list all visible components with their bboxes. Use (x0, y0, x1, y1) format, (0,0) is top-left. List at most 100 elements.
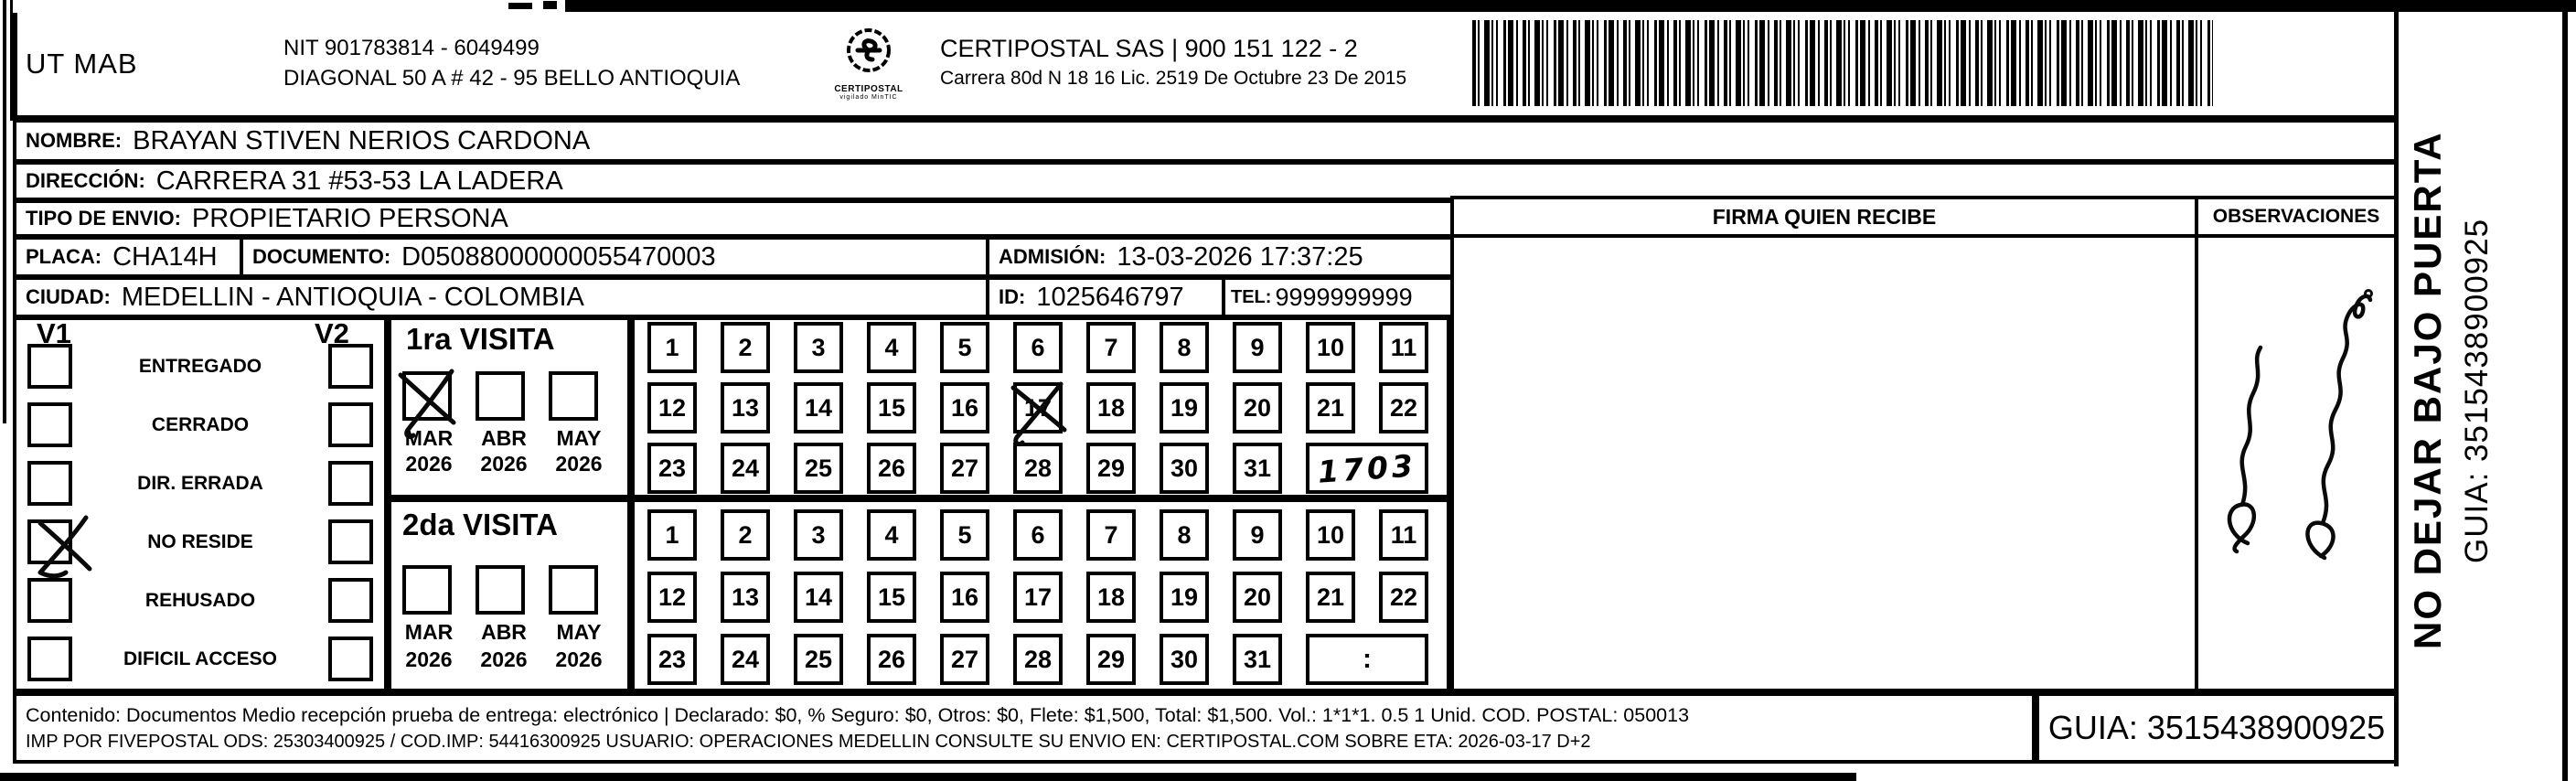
cal2-row2: 12 13 14 15 16 17 18 19 20 21 22 (647, 572, 1428, 623)
day-cell: 16 (940, 572, 989, 623)
month-name: MAY (556, 426, 602, 450)
v1-checkbox (27, 461, 72, 506)
day-cell: 5 (940, 509, 989, 561)
day-cell: 25 (794, 443, 843, 494)
status-row: CERRADO (27, 402, 373, 447)
day-cell: 10 (1306, 509, 1355, 561)
carrier-logo: CERTIPOSTAL vigilado MinTIC (834, 26, 903, 101)
observaciones-area (2195, 234, 2398, 692)
documento-value: D05088000000055470003 (401, 241, 716, 272)
day-cell: 27 (940, 634, 989, 685)
day-cell: 31 (1233, 443, 1282, 494)
cal1-time-box: 1703 (1306, 443, 1428, 494)
month-checkbox (402, 371, 452, 421)
v1-month-years: 2026 2026 2026 (391, 452, 616, 476)
day-cell: 20 (1233, 382, 1282, 433)
v2-checkbox (328, 519, 373, 564)
day-cell: 12 (647, 382, 697, 433)
day-cell: 3 (794, 509, 843, 561)
visita1-title: 1ra VISITA (406, 322, 555, 356)
sender-block: NIT 901783814 - 6049499 DIAGONAL 50 A # … (283, 33, 740, 93)
v1-checkbox (27, 344, 72, 389)
v2-checkbox (328, 402, 373, 447)
observaciones-header: OBSERVACIONES (2212, 206, 2380, 227)
carrier-address-line: Carrera 80d N 18 16 Lic. 2519 De Octubre… (940, 68, 1407, 89)
day-cell: 20 (1233, 572, 1282, 623)
v1-checkbox (27, 519, 72, 564)
visita2-title: 2da VISITA (402, 508, 558, 541)
day-cell: 28 (1013, 443, 1063, 494)
firma-header-cell: FIRMA QUIEN RECIBE (1450, 196, 2198, 238)
placa-cell: PLACA: CHA14H (13, 236, 243, 278)
day-cell: 21 (1306, 572, 1355, 623)
footer-line-1: Contenido: Documentos Medio recepción pr… (26, 703, 1690, 726)
status-row: ENTREGADO (27, 344, 373, 389)
cal2-row3: 23 24 25 26 27 28 29 30 31 (647, 634, 1282, 685)
day-cell: 7 (1086, 322, 1136, 373)
cal2-box (631, 498, 1450, 692)
month-name: MAY (556, 620, 602, 644)
id-cell: ID: 1025646797 (986, 276, 1225, 318)
day-cell: 18 (1086, 572, 1136, 623)
day-cell: 21 (1306, 382, 1355, 433)
strip-guia: GUIA: 3515438900925 (2459, 218, 2495, 563)
day-cell: 24 (721, 443, 770, 494)
cal1-row1: 1 2 3 4 5 6 7 8 9 10 11 (647, 322, 1428, 373)
day-cell: 12 (647, 572, 697, 623)
cal1-row2: 12 13 14 15 16 17 18 19 20 21 22 (647, 382, 1428, 433)
day-cell: 2 (721, 322, 770, 373)
nombre-label: NOMBRE: (26, 129, 123, 152)
tipo-row: TIPO DE ENVIO: PROPIETARIO PERSONA (13, 199, 1454, 238)
handwritten-time: 1703 (1316, 446, 1418, 490)
visita1-box (388, 316, 631, 498)
ciudad-value: MEDELLIN - ANTIOQUIA - COLOMBIA (121, 282, 584, 312)
admision-label: ADMISIÓN: (999, 245, 1106, 268)
day-cell: 23 (647, 443, 697, 494)
day-cell: 24 (721, 634, 770, 685)
status-label: NO RESIDE (147, 530, 253, 552)
day-cell: 17 (1013, 572, 1063, 623)
cal2-time-box: : (1306, 634, 1428, 685)
strip-warning: NO DEJAR BAJO PUERTA (2406, 131, 2449, 650)
day-cell: 1 (647, 322, 697, 373)
tel-cell: TEL: 9999999999 (1222, 276, 1454, 318)
day-cell: 14 (794, 572, 843, 623)
month-checkbox (549, 371, 598, 421)
cal2-row1: 1 2 3 4 5 6 7 8 9 10 11 (647, 509, 1428, 561)
nombre-row: NOMBRE: BRAYAN STIVEN NERIOS CARDONA (13, 119, 2398, 163)
status-label: ENTREGADO (138, 355, 262, 377)
status-row: REHUSADO (27, 578, 373, 623)
sender-address: DIAGONAL 50 A # 42 - 95 BELLO ANTIOQUIA (283, 66, 741, 91)
v1-checkbox (27, 637, 72, 681)
day-cell: 11 (1379, 509, 1428, 561)
cal1-row3: 23 24 25 26 27 28 29 30 31 (647, 443, 1282, 494)
day-cell: 26 (867, 443, 916, 494)
status-label: REHUSADO (144, 589, 256, 611)
day-cell: 15 (867, 572, 916, 623)
day-cell: 6 (1013, 322, 1063, 373)
top-scan-bar (565, 0, 2576, 12)
left-scan-line-1 (3, 0, 6, 423)
day-cell: 4 (867, 322, 916, 373)
right-outer-border (2562, 12, 2568, 781)
month-year: 2026 (480, 647, 528, 671)
v2-month-years: 2026 2026 2026 (391, 647, 616, 672)
sender-nit: NIT 901783814 - 6049499 (283, 36, 540, 60)
day-cell: 29 (1086, 634, 1136, 685)
tipo-value: PROPIETARIO PERSONA (191, 203, 508, 233)
status-options: ENTREGADO CERRADO DIR. ERRADA NO RESIDE … (27, 344, 373, 681)
day-cell: 25 (794, 634, 843, 685)
footer-guia-box: GUIA: 3515438900925 (2036, 692, 2398, 764)
documento-label: DOCUMENTO: (252, 245, 391, 268)
day-cell: 8 (1160, 509, 1209, 561)
day-cell: 14 (794, 382, 843, 433)
certipostal-logo-icon (847, 28, 891, 72)
tel-label: TEL: (1231, 286, 1272, 307)
carrier-name-line: CERTIPOSTAL SAS | 900 151 122 - 2 (940, 35, 1358, 62)
day-cell: 7 (1086, 509, 1136, 561)
v2-checkbox (328, 461, 373, 506)
day-cell: 5 (940, 322, 989, 373)
v2-checkbox (328, 578, 373, 623)
footer-line-2: IMP POR FIVEPOSTAL ODS: 25303400925 / CO… (26, 731, 1591, 752)
v1-checkbox (27, 578, 72, 623)
